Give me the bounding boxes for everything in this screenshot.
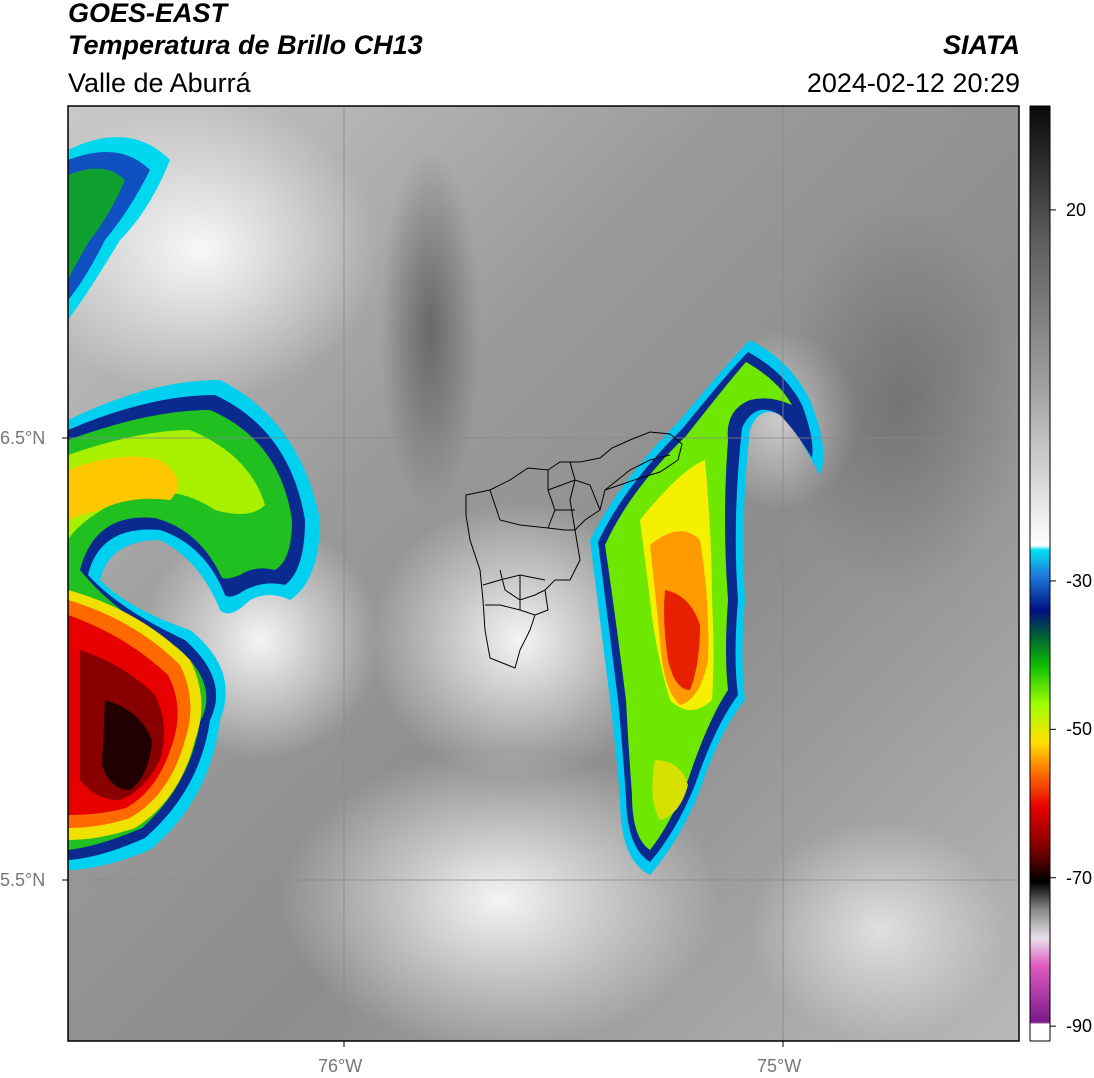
datetime-label: 2024-02-12 20:29 xyxy=(806,68,1020,98)
colorbar-tick-label: -70 xyxy=(1066,867,1093,888)
colorbar xyxy=(1029,105,1056,1042)
colorbar-tick-label: -50 xyxy=(1066,719,1093,740)
graticule xyxy=(68,106,1019,1041)
colorbar-gradient xyxy=(1030,106,1050,1041)
convective-cell-west xyxy=(68,380,320,870)
map-frame xyxy=(67,105,1020,1042)
lat-label-5-5: 5.5°N xyxy=(0,870,46,890)
map-raster xyxy=(68,106,1019,1041)
satellite-title: GOES-EAST xyxy=(68,0,228,28)
colorbar-tick-label: -90 xyxy=(1066,1016,1093,1037)
colorbar-tick-label: -30 xyxy=(1066,570,1093,591)
region-subtitle: Valle de Aburrá xyxy=(68,68,251,98)
axis-ticks xyxy=(62,437,784,1047)
convective-cell-northwest xyxy=(68,137,170,320)
lon-label-76w: 76°W xyxy=(318,1056,363,1076)
municipal-boundaries xyxy=(465,431,683,669)
product-title: Temperatura de Brillo CH13 xyxy=(68,30,423,60)
lat-label-6-5: 6.5°N xyxy=(0,428,46,448)
convective-cell-east xyxy=(590,340,824,875)
lon-label-75w: 75°W xyxy=(757,1056,802,1076)
organization-label: SIATA xyxy=(943,30,1020,60)
colorbar-tick-label: 20 xyxy=(1066,199,1087,220)
colorbar-frame xyxy=(1029,105,1051,1042)
